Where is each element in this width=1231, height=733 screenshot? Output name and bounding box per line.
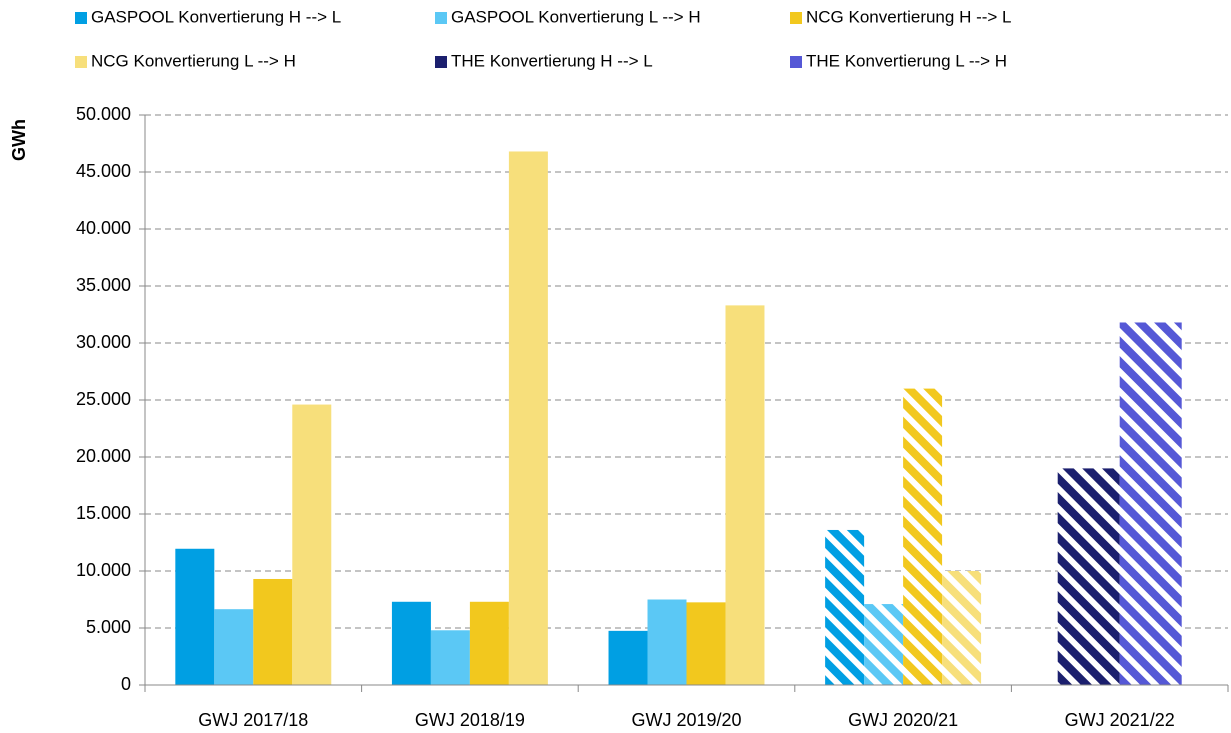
bar <box>903 388 943 685</box>
legend-swatch <box>75 12 87 24</box>
y-tick-label: 15.000 <box>76 503 131 523</box>
x-tick-label: GWJ 2021/22 <box>1065 710 1175 730</box>
bar <box>647 599 687 685</box>
bar <box>508 151 548 686</box>
bar <box>1057 468 1120 685</box>
bar <box>253 578 293 685</box>
bar <box>686 602 726 685</box>
y-tick-label: 45.000 <box>76 161 131 181</box>
bar <box>391 601 431 685</box>
bar <box>942 571 982 685</box>
bar <box>214 609 254 685</box>
bar <box>864 604 904 685</box>
legend-label: THE Konvertierung L --> H <box>806 51 1007 70</box>
bar <box>825 529 865 685</box>
legend-label: THE Konvertierung H --> L <box>451 51 653 70</box>
y-axis-label: GWh <box>9 119 29 161</box>
y-tick-label: 20.000 <box>76 446 131 466</box>
x-tick-label: GWJ 2017/18 <box>198 710 308 730</box>
bar <box>430 630 470 685</box>
y-tick-label: 5.000 <box>86 617 131 637</box>
x-tick-label: GWJ 2020/21 <box>848 710 958 730</box>
y-tick-label: 25.000 <box>76 389 131 409</box>
legend: GASPOOL Konvertierung H --> L GASPOOL Kon… <box>75 7 1012 70</box>
y-tick-label: 35.000 <box>76 275 131 295</box>
bar <box>469 601 509 685</box>
y-tick-label: 30.000 <box>76 332 131 352</box>
bar <box>175 548 215 685</box>
legend-swatch <box>75 56 87 68</box>
y-tick-label: 10.000 <box>76 560 131 580</box>
legend-label: GASPOOL Konvertierung L --> H <box>451 7 701 26</box>
legend-swatch <box>435 56 447 68</box>
y-tick-label: 0 <box>121 674 131 694</box>
y-tick-label: 50.000 <box>76 104 131 124</box>
legend-label: NCG Konvertierung H --> L <box>806 7 1012 26</box>
bar <box>1119 322 1182 685</box>
x-tick-label: GWJ 2018/19 <box>415 710 525 730</box>
bar <box>608 630 648 685</box>
bar <box>725 305 765 685</box>
legend-label: GASPOOL Konvertierung H --> L <box>91 7 341 26</box>
legend-swatch <box>790 56 802 68</box>
bar <box>292 404 332 685</box>
legend-swatch <box>435 12 447 24</box>
legend-swatch <box>790 12 802 24</box>
y-tick-label: 40.000 <box>76 218 131 238</box>
x-tick-label: GWJ 2019/20 <box>631 710 741 730</box>
legend-label: NCG Konvertierung L --> H <box>91 51 296 70</box>
